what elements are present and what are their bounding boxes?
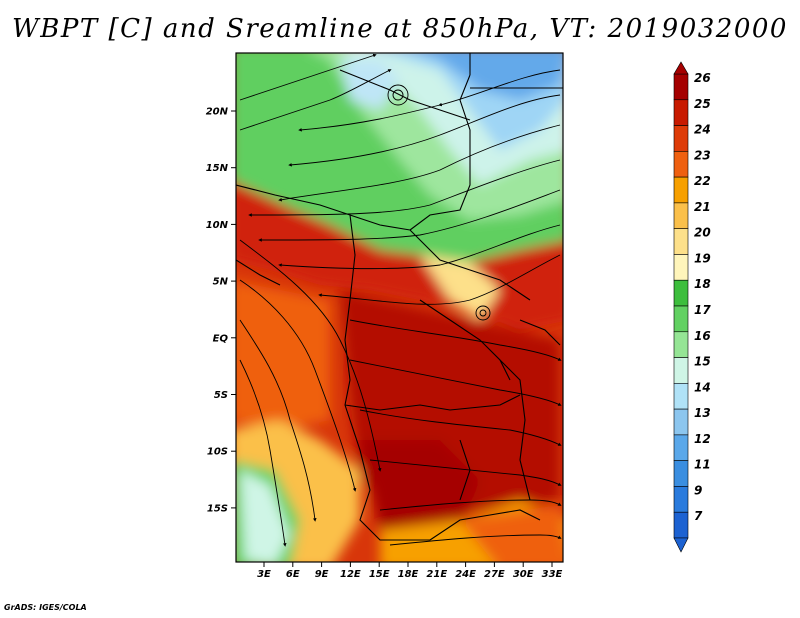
colorbar-label: 26 <box>694 71 711 85</box>
lat-tick-label: 20N <box>206 107 229 118</box>
colorbar-segment <box>673 202 689 229</box>
map-frame <box>235 52 564 563</box>
lat-tick-label: EQ <box>213 333 229 344</box>
colorbar-label: 16 <box>694 329 711 343</box>
lat-tick-label: 5N <box>213 277 229 288</box>
lat-axis: 20N 15N 10N 5N EQ 5S 10S 15S <box>206 107 236 514</box>
chart-title: WBPT [C] and Sreamline at 850hPa, VT: 20… <box>12 14 788 44</box>
colorbar-segment <box>673 279 689 307</box>
colorbar-segment <box>673 176 689 204</box>
colorbar-label: 11 <box>694 458 711 472</box>
lon-tick-label: 3E <box>257 569 271 580</box>
colorbar-label: 23 <box>694 148 711 162</box>
lon-tick-label: 30E <box>513 569 534 580</box>
lon-tick-label: 27E <box>484 569 505 580</box>
colorbar-segment <box>673 434 689 461</box>
lat-tick-label: 10S <box>207 447 228 458</box>
lon-tick-label: 15E <box>369 569 390 580</box>
colorbar-segment <box>673 408 689 436</box>
colorbar-label: 21 <box>694 200 711 214</box>
lat-tick-label: 15S <box>207 503 228 514</box>
colorbar-segment <box>673 511 689 539</box>
colorbar-segment <box>673 331 689 358</box>
lat-tick-label: 5S <box>214 390 228 401</box>
colorbar-segment <box>673 99 689 126</box>
credit-label: GrADS: IGES/COLA <box>4 603 87 612</box>
wbpt-field <box>236 53 563 562</box>
colorbar-label: 13 <box>694 406 711 420</box>
colorbar-segment <box>673 125 689 152</box>
colorbar-segment <box>673 357 689 384</box>
colorbar-segment <box>673 228 689 255</box>
colorbar: 26 25 24 23 22 21 20 19 18 17 16 15 14 13 12 11 9 7 <box>673 61 711 553</box>
colorbar-label: 15 <box>694 355 711 369</box>
colorbar-label: 9 <box>694 483 702 497</box>
colorbar-segment <box>673 254 689 281</box>
colorbar-label: 14 <box>694 380 711 394</box>
lat-tick-label: 10N <box>206 220 229 231</box>
colorbar-label: 24 <box>694 123 711 137</box>
lon-axis: 3E 6E 9E 12E 15E 18E 21E 24E 27E 30E 33E <box>257 562 563 580</box>
colorbar-label: 7 <box>694 509 703 523</box>
colorbar-label: 19 <box>694 251 711 265</box>
colorbar-segment <box>673 383 689 410</box>
colorbar-segment <box>673 305 689 333</box>
colorbar-label: 22 <box>694 174 711 188</box>
lon-tick-label: 21E <box>426 569 447 580</box>
colorbar-segment <box>673 151 689 178</box>
lon-tick-label: 18E <box>398 569 419 580</box>
colorbar-segment <box>673 486 689 513</box>
colorbar-label: 12 <box>694 432 711 446</box>
colorbar-label: 17 <box>694 303 711 317</box>
colorbar-top-arrow <box>673 61 689 75</box>
lon-tick-label: 12E <box>340 569 361 580</box>
colorbar-label: 18 <box>694 277 711 291</box>
colorbar-label: 25 <box>694 97 711 111</box>
country-borders <box>236 53 563 541</box>
lon-tick-label: 24E <box>455 569 476 580</box>
colorbar-segment <box>673 460 689 487</box>
colorbar-bottom-arrow <box>673 537 689 553</box>
colorbar-segment <box>673 73 689 101</box>
streamlines <box>239 53 562 547</box>
lon-tick-label: 9E <box>315 569 329 580</box>
lon-tick-label: 6E <box>286 569 300 580</box>
lon-tick-label: 33E <box>542 569 563 580</box>
lat-tick-label: 15N <box>206 163 229 174</box>
colorbar-label: 20 <box>694 226 711 240</box>
